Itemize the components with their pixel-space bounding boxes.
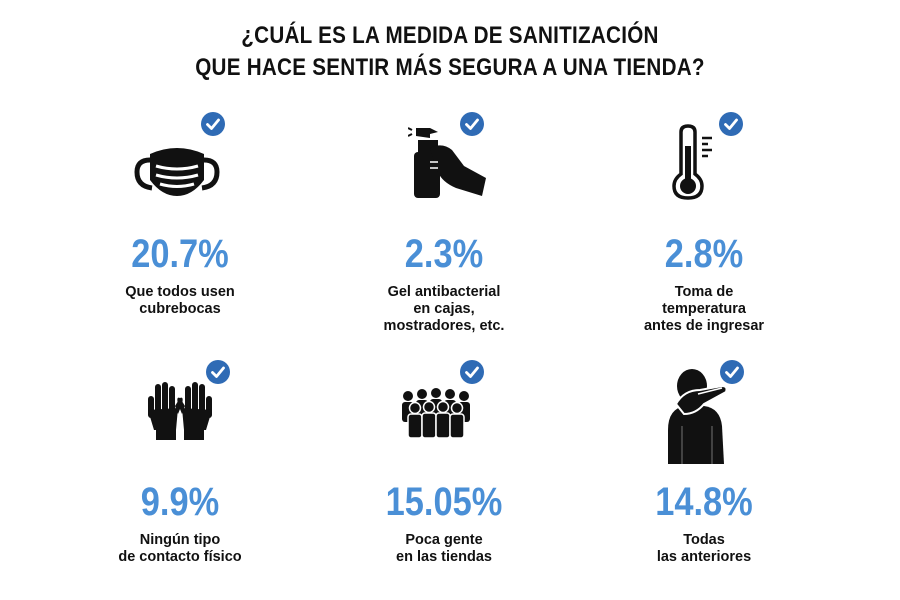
title-line-2: QUE HACE SENTIR MÁS SEGURA A UNA TIENDA?	[195, 54, 705, 81]
measure-label: Toma de temperatura antes de ingresar	[643, 284, 765, 334]
check-icon	[460, 360, 484, 384]
measure-label: Gel antibacterial en cajas, mostradores,…	[383, 284, 505, 334]
measure-label: Poca gente en las tiendas	[396, 532, 492, 565]
percentage-value: 20.7%	[131, 232, 229, 276]
measure-label: Que todos usen cubrebocas	[125, 284, 235, 317]
measure-label: Ningún tipo de contacto físico	[118, 532, 242, 565]
face-mask-icon	[134, 148, 220, 196]
check-icon	[719, 112, 743, 136]
check-icon	[460, 112, 484, 136]
check-icon	[206, 360, 230, 384]
measure-card-temperature: 2.8% Toma de temperatura antes de ingres…	[584, 110, 824, 340]
measure-label: Todas las anteriores	[656, 532, 752, 565]
percentage-value: 2.8%	[664, 232, 744, 276]
measure-card-gel: 2.3% Gel antibacterial en cajas, mostrad…	[324, 110, 564, 340]
percentage-value: 14.8%	[655, 480, 753, 524]
check-icon	[201, 112, 225, 136]
check-icon	[720, 360, 744, 384]
crowd-icon	[402, 388, 470, 439]
hand-sanitizer-spray-icon	[408, 127, 486, 198]
measure-card-crowd: 15.05% Poca gente en las tiendas	[324, 358, 564, 588]
sneeze-into-elbow-icon	[668, 369, 728, 464]
page-title: ¿CUÁL ES LA MEDIDA DE SANITIZACIÓN QUE H…	[0, 20, 900, 84]
measure-card-all: 14.8% Todas las anteriores	[584, 358, 824, 588]
measure-card-gloves: 9.9% Ningún tipo de contacto físico	[60, 358, 300, 588]
percentage-value: 2.3%	[404, 232, 484, 276]
title-line-1: ¿CUÁL ES LA MEDIDA DE SANITIZACIÓN	[241, 22, 659, 49]
measure-card-mask: 20.7% Que todos usen cubrebocas	[60, 110, 300, 340]
percentage-value: 15.05%	[385, 480, 503, 524]
percentage-value: 9.9%	[140, 480, 220, 524]
thermometer-icon	[672, 124, 712, 200]
gloves-icon	[148, 382, 212, 440]
